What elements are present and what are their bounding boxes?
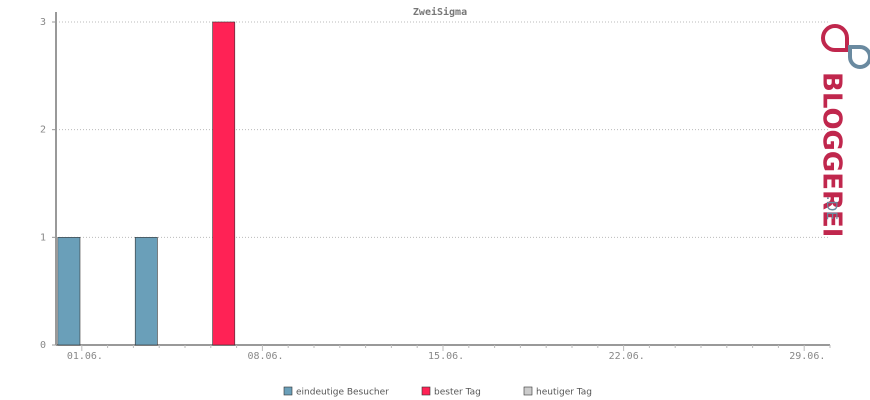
legend-label: heutiger Tag	[536, 388, 592, 398]
x-tick-label: 08.06.	[247, 351, 283, 362]
x-tick-label: 01.06.	[67, 351, 103, 362]
x-tick-label: 15.06.	[428, 351, 464, 362]
legend-label: bester Tag	[434, 388, 481, 398]
y-tick-label: 1	[40, 232, 46, 243]
x-tick-label: 29.06.	[789, 351, 825, 362]
y-tick-label: 0	[40, 340, 46, 351]
bar	[212, 21, 236, 346]
y-tick-label: 2	[40, 125, 46, 136]
legend-swatch	[283, 386, 293, 396]
legend-label: eindeutige Besucher	[296, 388, 389, 398]
x-tick-label: 22.06.	[609, 351, 645, 362]
legend-swatch	[421, 386, 431, 396]
logo-suffix: .DE	[823, 196, 839, 220]
bar	[57, 237, 81, 346]
y-tick-label: 3	[40, 17, 46, 28]
legend-swatch	[523, 386, 533, 396]
chart-title: ZweiSigma	[413, 6, 467, 18]
logo-text: BLOGGEREI	[817, 72, 847, 237]
logo-icon	[821, 24, 870, 69]
bar	[134, 237, 158, 346]
